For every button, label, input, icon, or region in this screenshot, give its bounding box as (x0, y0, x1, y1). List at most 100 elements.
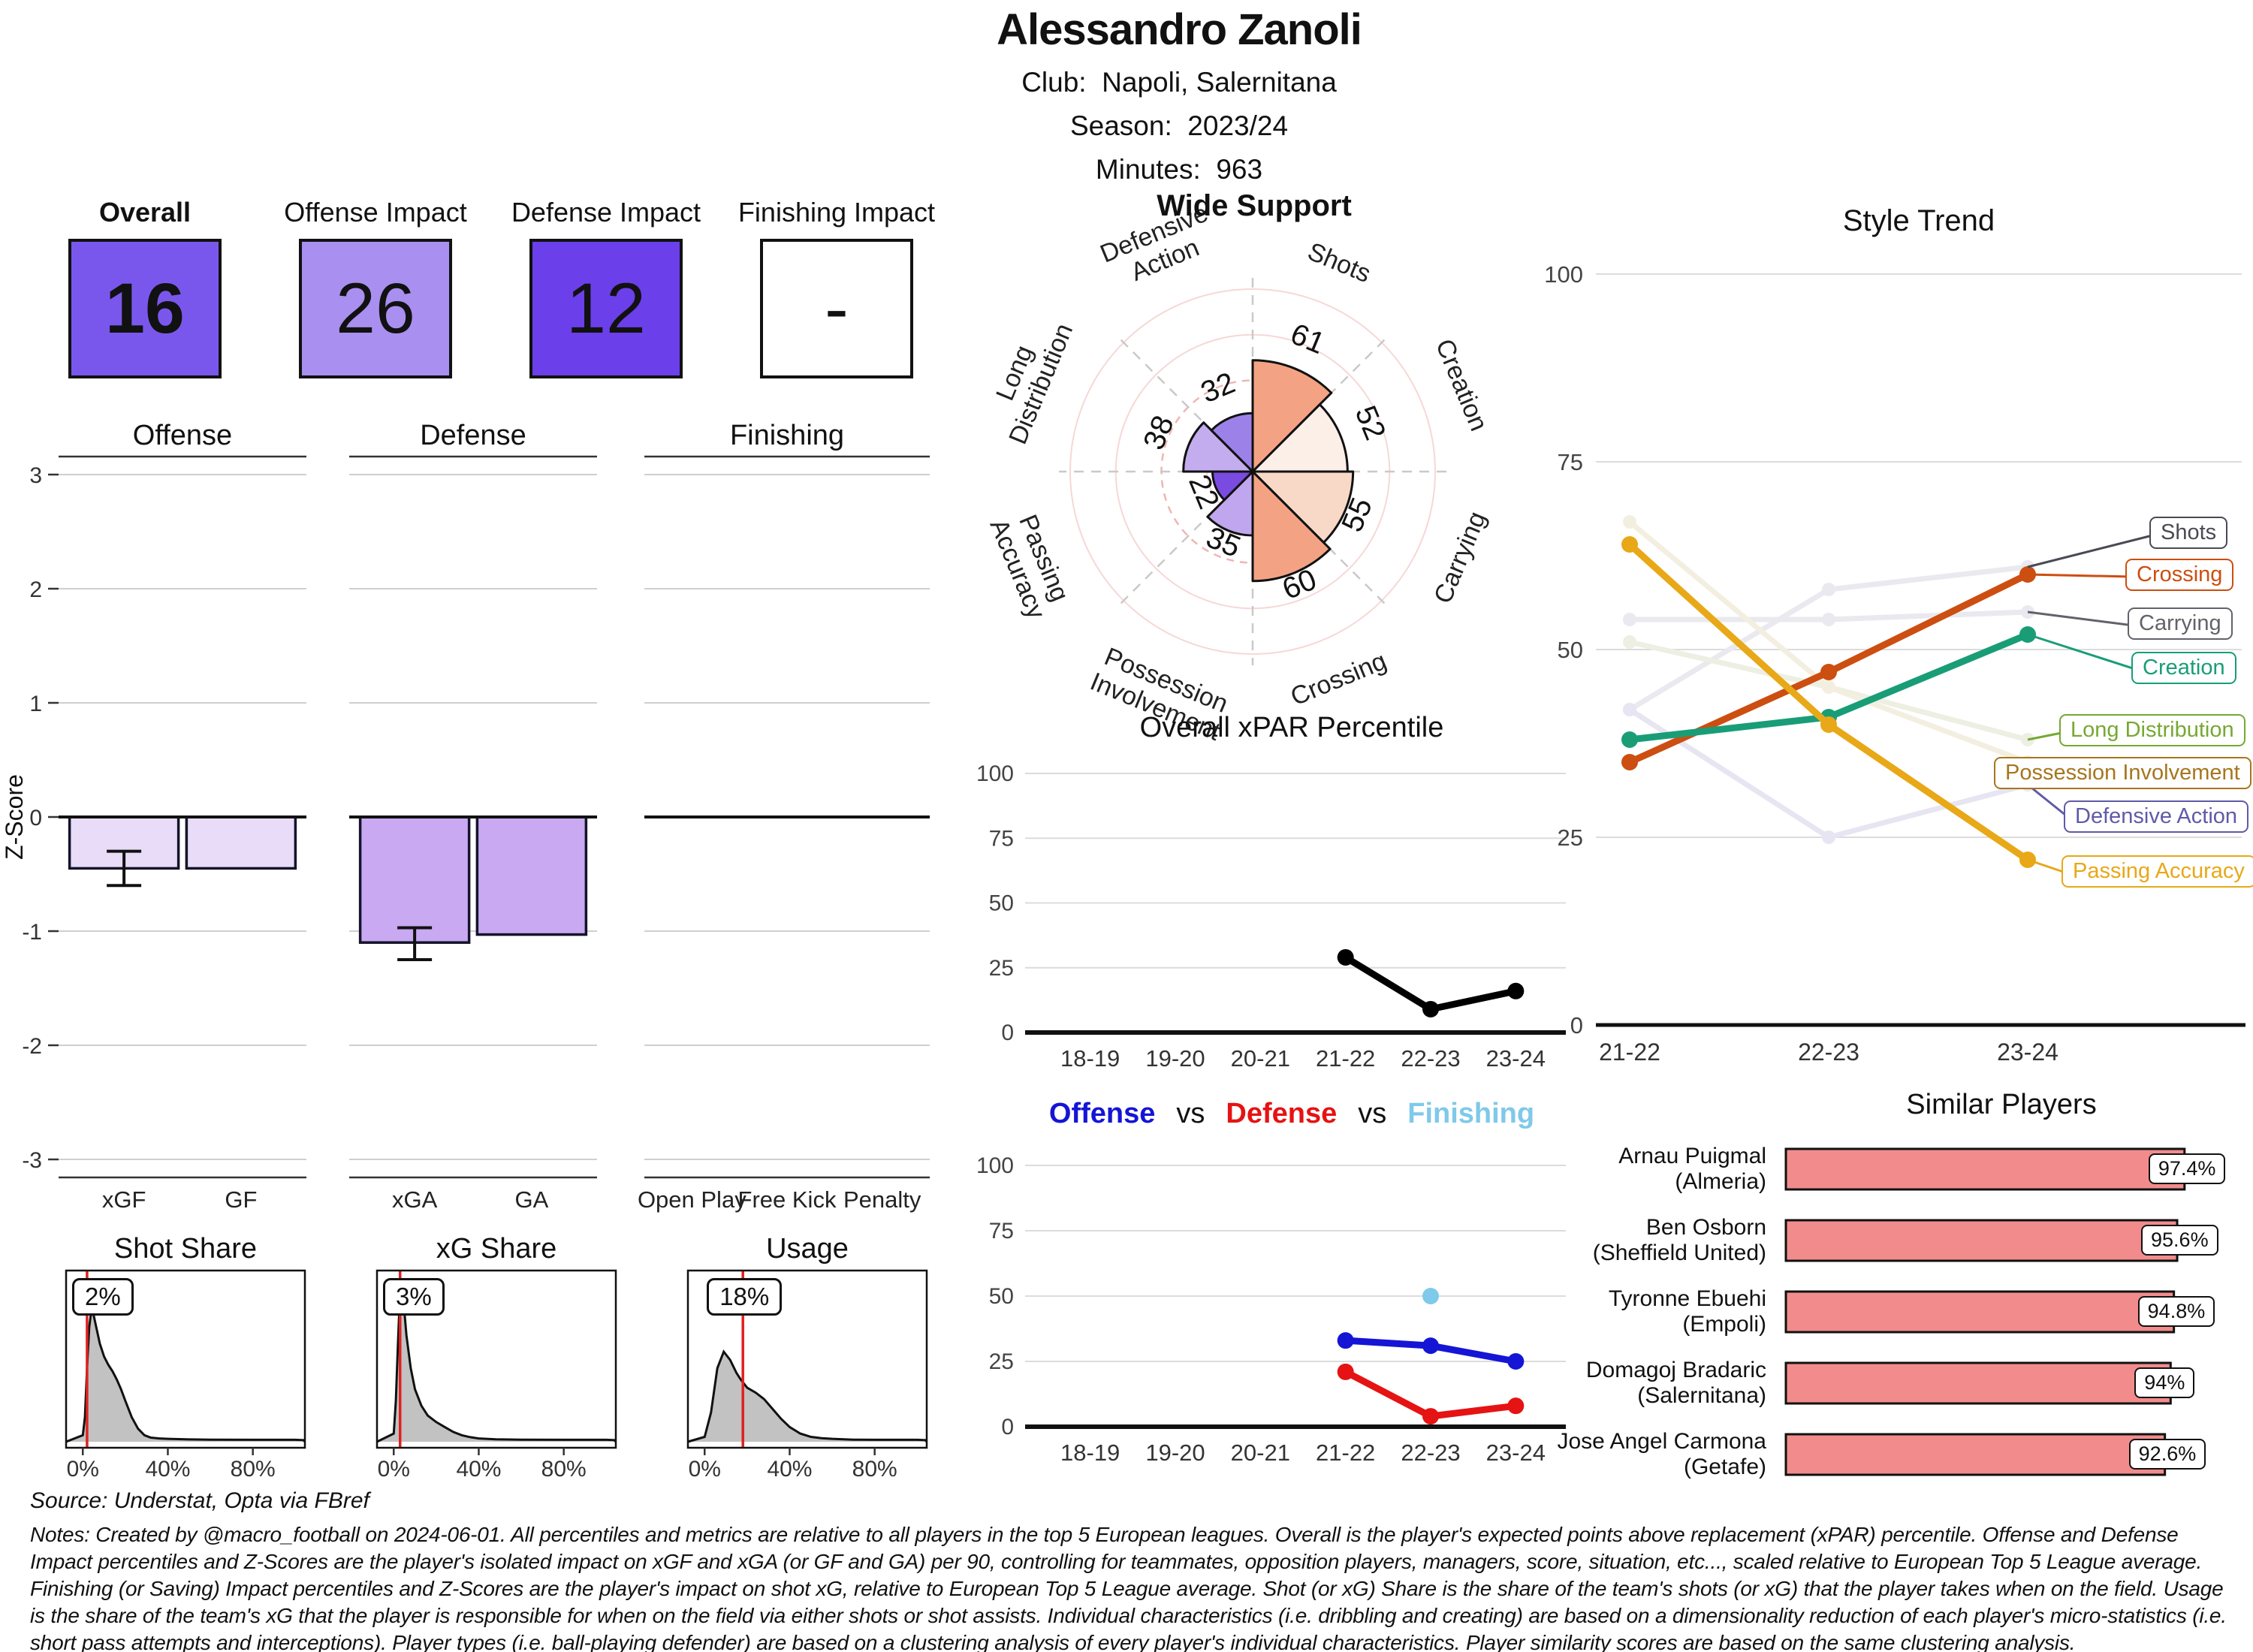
share-panel-title: Shot Share (114, 1233, 257, 1265)
share-xtick: 40% (767, 1457, 812, 1482)
impact-card-box: 12 (529, 239, 683, 378)
style-point (1621, 536, 1638, 553)
zscore-bar-GA (475, 815, 588, 936)
xpar-chart-xtick: 20-21 (1231, 1045, 1290, 1072)
player-club-line: (Getafe) (1683, 1455, 1766, 1479)
ovd-title-part: vs (1176, 1098, 1205, 1129)
xpar-chart-xtick: 21-22 (1316, 1045, 1375, 1072)
ovd-chart-xtick: 18-19 (1060, 1439, 1120, 1466)
ovd-chart-xtick: 19-20 (1145, 1439, 1205, 1466)
zscore-bar-GF (185, 815, 297, 870)
impact-card-0: Overall 16 (30, 197, 260, 378)
header: Alessandro Zanoli Club: Napoli, Salernit… (105, 5, 2253, 185)
share-xtick: 80% (541, 1457, 587, 1482)
density-curve (687, 1349, 928, 1443)
zscore-category-label: Open Play (638, 1186, 746, 1213)
radar-wedge-2 (1251, 470, 1355, 544)
share-panel-title: Usage (766, 1233, 849, 1265)
radar-value-label: 32 (1196, 366, 1240, 410)
zscore-ytick: 1 (29, 692, 42, 716)
radar-wedge-7 (1210, 411, 1254, 473)
xpar-chart-xtick: 23-24 (1486, 1045, 1546, 1072)
style-point (1623, 703, 1636, 716)
style-label-leader (2027, 633, 2138, 671)
similarity-bar-2 (1784, 1290, 2176, 1334)
methodology-notes: Notes: Created by @macro_football on 202… (30, 1523, 2227, 1652)
zscore-bar-xGA (358, 815, 471, 944)
style-trend-title: Style Trend (1842, 204, 1995, 237)
xpar-chart-xtick: 18-19 (1060, 1045, 1120, 1072)
impact-card-label: Overall (98, 197, 192, 228)
player-name-line: Domagoj Bradaric (1585, 1358, 1766, 1382)
ovd-title-part: Defense (1226, 1098, 1338, 1129)
share-panel-title: xG Share (436, 1233, 557, 1265)
impact-cards: Overall 16 Offense Impact 26 Defense Impact 1… (30, 197, 961, 388)
xpar-chart-point (1337, 948, 1354, 966)
impact-card-label: Defense Impact (511, 197, 701, 228)
player-club-line: (Empoli) (1682, 1312, 1766, 1337)
xpar-chart-ytick: 0 (1001, 1020, 1014, 1045)
style-label-leader (2027, 610, 2134, 627)
style-label-leader (2027, 783, 2071, 820)
share-value-chip: 18% (707, 1278, 783, 1316)
season-line: Season: 2023/24 (105, 110, 2253, 142)
impact-card-value: 26 (336, 268, 415, 348)
impact-card-2: Defense Impact 12 (491, 197, 721, 378)
ovd-chart-point (1337, 1332, 1354, 1349)
style-point (1822, 613, 1835, 626)
radar-wedge-1 (1251, 403, 1349, 473)
style-point (1822, 831, 1835, 844)
ovd-chart-xtick: 22-23 (1401, 1439, 1460, 1466)
ovd-chart-xtick: 23-24 (1486, 1439, 1546, 1466)
zscore-ytick: -1 (22, 920, 42, 945)
style-ytick: 0 (1570, 1012, 1583, 1039)
style-label-leader (2027, 858, 2068, 875)
minutes-label: Minutes: (1095, 154, 1201, 185)
xpar-chart-point (1422, 1000, 1439, 1017)
zscore-category-label: xGF (102, 1186, 146, 1213)
ovd-chart-ytick: 75 (989, 1219, 1014, 1244)
similar-player-name: Domagoj Bradaric (Salernitana) (1526, 1358, 1766, 1409)
radar-wedge-0 (1251, 359, 1333, 473)
xpar-chart-ytick: 100 (976, 761, 1014, 786)
share-xtick: 0% (67, 1457, 99, 1482)
style-series-label: Possession Involvement (1994, 757, 2251, 789)
zscore-ytick: 3 (29, 463, 42, 488)
similarity-score-chip: 97.4% (2148, 1153, 2226, 1184)
source-note: Source: Understat, Opta via FBref (30, 1488, 369, 1513)
share-xtick: 0% (689, 1457, 721, 1482)
similarity-bar-3 (1784, 1361, 2172, 1405)
share-value-chip: 2% (72, 1278, 134, 1316)
style-xtick: 22-23 (1798, 1039, 1859, 1066)
ovd-chart-ytick: 25 (989, 1349, 1014, 1374)
zscore-ytick: -2 (22, 1034, 42, 1059)
similar-players-chart (1784, 1147, 2186, 1476)
ovd-chart: 0 25 50 75 100 18-19 19-20 20-21 21-22 22-23 23-24 (976, 1153, 1566, 1466)
style-point (1621, 731, 1638, 748)
ovd-chart-ytick: 100 (976, 1153, 1014, 1178)
style-ytick: 50 (1558, 637, 1583, 663)
player-name: Alessandro Zanoli (997, 5, 1362, 54)
radar-value-label: 38 (1137, 411, 1181, 454)
minutes-line: Minutes: 963 (105, 154, 2253, 185)
ovd-title-part: Finishing (1407, 1098, 1535, 1129)
zscore-category-label: Penalty (843, 1186, 921, 1213)
share-xtick: 80% (852, 1457, 897, 1482)
svg-text:Shots: Shots (1304, 237, 1375, 288)
share-xtick: 80% (231, 1457, 276, 1482)
xpar-chart-point (1507, 982, 1525, 999)
impact-card-1: Offense Impact 26 (261, 197, 490, 378)
zscore-ytick: 2 (29, 577, 42, 602)
style-xtick: 21-22 (1599, 1039, 1660, 1066)
similarity-bar-1 (1784, 1219, 2179, 1262)
similarity-score-chip: 94% (2134, 1367, 2195, 1398)
style-series-label: Shots (2149, 517, 2228, 549)
style-trend-chart: 0 25 50 75 100 21-22 22-23 23-24 (1544, 261, 2245, 1066)
impact-card-box: 26 (299, 239, 452, 378)
player-name-line: Tyronne Ebuehi (1608, 1286, 1766, 1311)
impact-card-3: Finishing Impact - (722, 197, 952, 378)
style-point (1623, 635, 1636, 649)
svg-text:Creation: Creation (1430, 335, 1493, 435)
player-club-line: (Almeria) (1675, 1169, 1766, 1194)
